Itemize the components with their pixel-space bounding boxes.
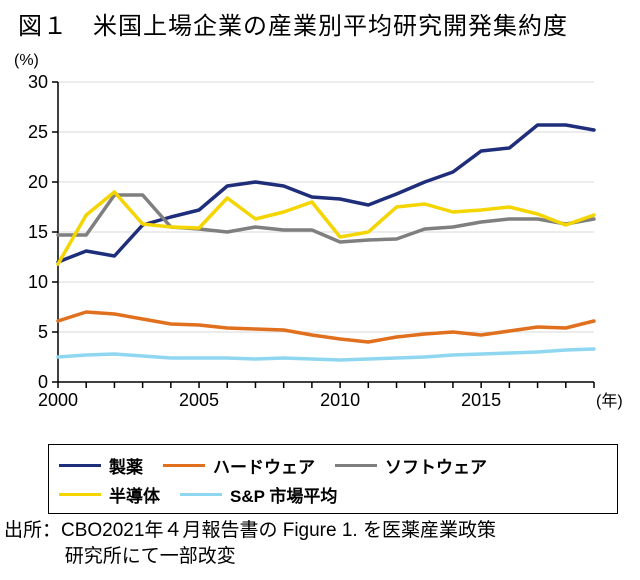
svg-text:25: 25 — [28, 122, 48, 142]
legend-label-semi: 半導体 — [109, 482, 160, 507]
svg-text:0: 0 — [38, 372, 48, 392]
svg-text:30: 30 — [28, 72, 48, 92]
legend-label-hardware: ハードウェア — [213, 453, 315, 478]
chart-plot-area: 0510152025302000200520102015(年) — [48, 78, 618, 408]
svg-text:20: 20 — [28, 172, 48, 192]
svg-text:10: 10 — [28, 272, 48, 292]
y-axis-unit: (%) — [14, 52, 39, 70]
legend: 製薬 ハードウェア ソフトウェア半導体 S&P 市場平均 — [48, 444, 618, 514]
legend-swatch-software — [335, 464, 377, 467]
line-chart: 0510152025302000200520102015(年) — [48, 78, 618, 408]
figure-container: 図１ 米国上場企業の産業別平均研究開発集約度 (%) 0 5 10 15 20 25 30 2… — [0, 0, 640, 580]
svg-text:15: 15 — [28, 222, 48, 242]
legend-item-hardware: ハードウェア — [163, 453, 315, 478]
svg-text:2010: 2010 — [320, 390, 360, 410]
legend-label-sp: S&P 市場平均 — [230, 482, 337, 507]
legend-swatch-pharma — [59, 464, 101, 467]
legend-item-semi: 半導体 — [59, 482, 160, 507]
svg-text:5: 5 — [38, 322, 48, 342]
source-note: 出所：CBO2021年４月報告書の Figure 1. を医薬産業政策 研究所に… — [4, 518, 636, 569]
svg-text:2000: 2000 — [38, 390, 78, 410]
svg-text:2015: 2015 — [461, 390, 501, 410]
svg-text:(年): (年) — [596, 392, 623, 410]
legend-label-software: ソフトウェア — [385, 453, 487, 478]
legend-swatch-hardware — [163, 464, 205, 467]
source-line-1: 出所：CBO2021年４月報告書の Figure 1. を医薬産業政策 — [4, 520, 496, 541]
legend-item-software: ソフトウェア — [335, 453, 487, 478]
legend-item-sp: S&P 市場平均 — [180, 482, 337, 507]
figure-title: 図１ 米国上場企業の産業別平均研究開発集約度 — [18, 6, 568, 41]
svg-text:2005: 2005 — [179, 390, 219, 410]
legend-swatch-semi — [59, 493, 101, 496]
source-line-2: 研究所にて一部改変 — [4, 544, 636, 570]
series-hardware — [58, 312, 594, 342]
legend-swatch-sp — [180, 493, 222, 496]
legend-item-pharma: 製薬 — [59, 453, 143, 478]
series-sp — [58, 349, 594, 360]
legend-label-pharma: 製薬 — [109, 453, 143, 478]
